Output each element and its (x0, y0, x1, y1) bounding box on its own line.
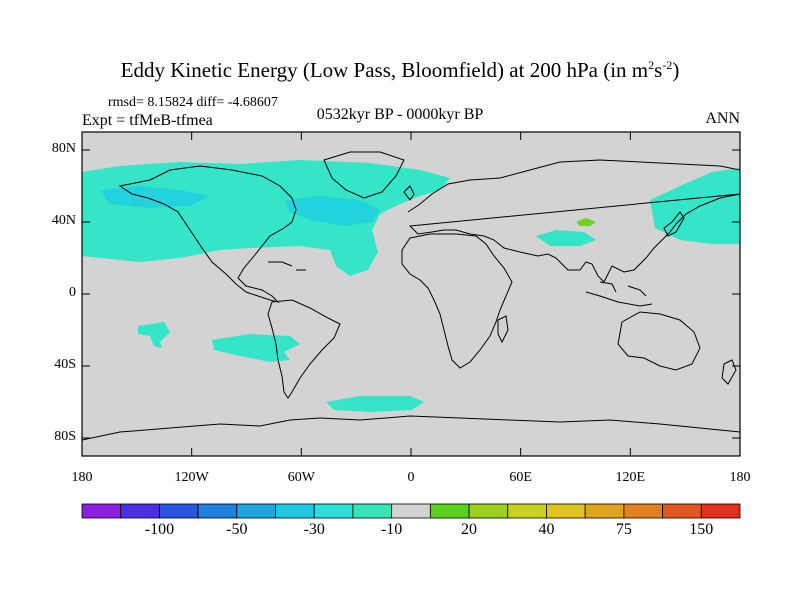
colorbar-label: 150 (689, 521, 714, 538)
colorbar-swatch (391, 503, 431, 519)
map-title: Eddy Kinetic Energy (Low Pass, Bloomfiel… (120, 58, 680, 82)
period-label: 0532kyr BP - 0000kyr BP (316, 106, 484, 123)
africa-coast (401, 233, 513, 369)
lon-label: 180 (729, 470, 751, 485)
north-america-coast (118, 165, 297, 303)
north-pacific-atlantic-anomaly (82, 160, 450, 276)
lon-label: 0 (407, 470, 415, 485)
anomaly-regions (82, 160, 740, 412)
colorbar-swatch (120, 503, 160, 519)
colorbar-swatch (236, 503, 276, 519)
colorbar-swatch (468, 503, 509, 519)
colorbar-swatch (159, 503, 199, 519)
colorbar-swatch (313, 503, 354, 519)
colorbar-swatch (662, 503, 702, 519)
colorbar-label: -50 (226, 521, 248, 538)
east-asia-pacific-anomaly (650, 168, 740, 244)
madagascar-coast (497, 315, 509, 344)
colorbar-swatch (700, 503, 741, 519)
stats-text: rmsd= 8.15824 diff= -4.68607 (108, 95, 278, 110)
colorbar-label: 20 (461, 521, 478, 538)
colorbar (81, 503, 741, 519)
colorbar-swatch (584, 503, 625, 519)
north-atlantic-core (285, 196, 380, 226)
south-pacific-anomaly (212, 334, 300, 362)
caribbean-coast (268, 261, 306, 271)
south-atlantic-anomaly (326, 396, 424, 412)
australia-coast (617, 311, 701, 371)
colorbar-swatch (275, 503, 315, 519)
lat-label: 80S (54, 429, 76, 444)
new-zealand-coast (721, 359, 737, 385)
greenland-coast (323, 151, 405, 199)
lon-label: 180 (71, 470, 93, 485)
colorbar-label: -30 (303, 521, 325, 538)
colorbar-label: 75 (615, 521, 632, 538)
season-label: ANN (705, 110, 740, 127)
colorbar-label: -100 (144, 521, 175, 538)
lon-label: 120E (615, 470, 646, 485)
south-america-coast (267, 299, 341, 399)
lat-label: 40N (51, 213, 76, 228)
colorbar-swatch (623, 503, 663, 519)
lat-label: 0 (69, 285, 76, 300)
colorbar-label: -10 (380, 521, 403, 538)
lon-label: 60E (509, 470, 532, 485)
colorbar-swatch (352, 503, 393, 519)
british-isles-coast (403, 185, 415, 201)
europe-asia-coast (407, 159, 740, 283)
lon-label: 120W (174, 470, 209, 485)
coastlines (82, 151, 740, 441)
axis-ticks (81, 132, 741, 456)
colorbar-swatch (429, 503, 470, 519)
lat-label: 40S (54, 357, 76, 372)
antarctica-coast (82, 415, 740, 441)
south-pacific-anomaly-small (138, 322, 170, 348)
colorbar-swatch (507, 503, 547, 519)
colorbar-label: 40 (538, 521, 555, 538)
experiment-label: Expt = tfMeB-tfmea (82, 112, 213, 129)
lon-label: 60W (287, 470, 315, 485)
lat-label: 80N (51, 141, 76, 156)
tibet-positive-anomaly (576, 218, 596, 226)
indonesia-coast (585, 281, 653, 307)
japan-coast (663, 211, 685, 237)
colorbar-swatch (197, 503, 238, 519)
colorbar-swatch (81, 503, 122, 519)
colorbar-swatch (546, 503, 586, 519)
central-asia-anomaly (536, 230, 596, 246)
